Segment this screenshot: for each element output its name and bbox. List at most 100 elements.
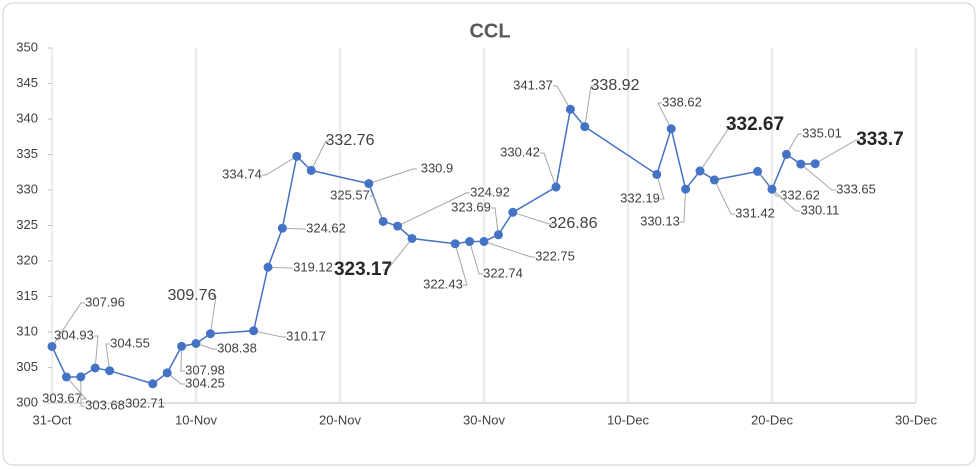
y-tick-label: 335 xyxy=(16,146,38,161)
point xyxy=(781,149,791,159)
point xyxy=(148,379,158,389)
leader-line xyxy=(584,85,595,127)
point xyxy=(767,184,777,194)
point xyxy=(393,221,403,231)
data-label: 304.25 xyxy=(185,375,225,390)
point xyxy=(61,372,71,382)
leader-line xyxy=(94,335,99,369)
data-label: 324.62 xyxy=(306,220,346,235)
leader-line xyxy=(166,372,185,385)
point xyxy=(364,179,374,189)
leader-line xyxy=(80,376,85,407)
data-label: 303.67 xyxy=(42,390,82,405)
data-label: 323.17 xyxy=(334,259,392,280)
data-label: 304.55 xyxy=(110,335,150,350)
point xyxy=(652,169,662,179)
point xyxy=(565,104,575,114)
leader-line xyxy=(209,295,217,334)
data-label: 304.93 xyxy=(54,327,94,342)
x-tick-label: 30-Nov xyxy=(463,412,505,427)
leader-line xyxy=(253,330,286,338)
leader-line xyxy=(370,195,384,222)
data-label: 338.62 xyxy=(662,94,702,109)
x-tick-label: 30-Dec xyxy=(895,412,937,427)
data-label: 322.75 xyxy=(535,248,575,263)
point xyxy=(796,159,806,169)
leader-line xyxy=(540,152,557,188)
leader-line xyxy=(469,241,483,275)
point xyxy=(277,223,287,233)
data-label: 338.92 xyxy=(591,77,640,94)
leader-line xyxy=(680,189,687,223)
y-tick-label: 330 xyxy=(16,181,38,196)
y-tick-label: 345 xyxy=(16,75,38,90)
point xyxy=(378,216,388,226)
point xyxy=(191,339,201,349)
leader-line xyxy=(66,376,88,400)
leader-line xyxy=(282,227,306,230)
data-label: 324.92 xyxy=(470,184,510,199)
leader-line xyxy=(656,174,665,200)
data-label: 332.19 xyxy=(620,190,660,205)
data-label: 302.71 xyxy=(125,395,165,410)
leader-line xyxy=(483,241,535,258)
leader-line xyxy=(757,171,780,197)
x-tick-label: 10-Dec xyxy=(607,412,649,427)
leader-line xyxy=(105,343,111,371)
leader-line xyxy=(771,188,800,212)
point xyxy=(508,207,518,217)
data-label: 332.62 xyxy=(780,187,820,202)
data-label: 322.74 xyxy=(483,265,523,280)
y-tick-label: 325 xyxy=(16,217,38,232)
data-label: 308.38 xyxy=(217,340,257,355)
data-label: 322.43 xyxy=(423,276,463,291)
y-tick-label: 305 xyxy=(16,359,38,374)
point xyxy=(105,366,115,376)
point xyxy=(205,329,215,339)
leader-line xyxy=(310,140,330,171)
y-tick-label: 350 xyxy=(16,39,38,54)
point xyxy=(47,341,57,351)
leader-line xyxy=(180,346,185,372)
data-label: 335.01 xyxy=(802,125,842,140)
leader-line xyxy=(195,343,217,350)
point xyxy=(479,236,489,246)
data-label: 309.76 xyxy=(168,287,217,304)
data-label: 330.9 xyxy=(421,160,454,175)
point xyxy=(263,262,273,272)
leader-line xyxy=(397,192,470,227)
leader-line xyxy=(785,133,802,155)
leader-line xyxy=(454,243,468,286)
point xyxy=(249,326,259,336)
point xyxy=(306,165,316,175)
y-tick-label: 300 xyxy=(16,394,38,409)
point xyxy=(709,175,719,185)
data-label: 307.96 xyxy=(85,294,125,309)
data-label: 319.12 xyxy=(293,259,333,274)
leader-line xyxy=(657,102,672,130)
x-tick-label: 20-Nov xyxy=(319,412,361,427)
data-label: 333.7 xyxy=(856,129,904,150)
point xyxy=(177,341,187,351)
leader-line xyxy=(368,168,417,185)
data-label: 333.65 xyxy=(836,181,876,196)
data-label: 325.57 xyxy=(330,187,370,202)
leader-line xyxy=(512,211,553,225)
data-label: 332.76 xyxy=(326,132,375,149)
data-label: 331.42 xyxy=(735,205,775,220)
point xyxy=(810,159,820,169)
leader-line xyxy=(699,124,735,172)
point xyxy=(580,122,590,132)
data-label: 330.13 xyxy=(640,213,680,228)
leader-line xyxy=(491,207,499,235)
x-tick-label: 10-Nov xyxy=(175,412,217,427)
data-label: 330.11 xyxy=(801,202,840,217)
data-label: 332.67 xyxy=(726,114,784,135)
leader-line xyxy=(814,139,860,165)
point xyxy=(465,237,475,247)
data-label: 341.37 xyxy=(513,77,553,92)
point xyxy=(407,233,417,243)
data-label: 310.17 xyxy=(286,328,326,343)
point xyxy=(681,184,691,194)
